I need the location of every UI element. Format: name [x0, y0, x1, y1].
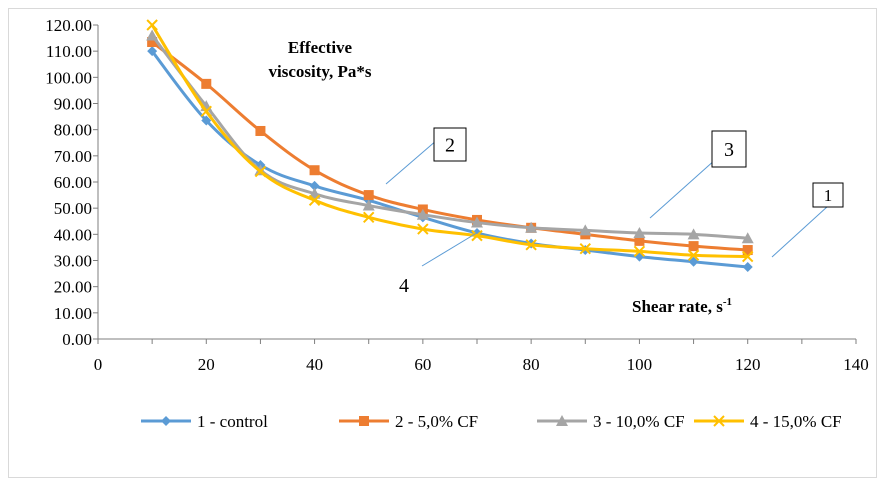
- legend-item-3: 3 - 10,0% CF: [537, 412, 685, 431]
- data-point: [363, 211, 375, 224]
- legend-swatch-marker: [359, 416, 369, 426]
- callout-leader-line: [649, 158, 717, 219]
- chart-title-line-1: Effective: [288, 38, 353, 57]
- data-point: [254, 165, 267, 178]
- x-tick-label: 80: [523, 355, 540, 374]
- data-point: [308, 194, 321, 207]
- legend-label: 1 - control: [197, 412, 268, 431]
- data-point: [255, 125, 266, 136]
- data-point: [687, 228, 700, 240]
- y-tick-label: 100.00: [45, 68, 92, 87]
- callout-box: [711, 130, 747, 168]
- y-tick-label: 30.00: [54, 252, 92, 271]
- y-tick-label: 80.00: [54, 121, 92, 140]
- x-axis-label-main: Shear rate, s: [632, 297, 723, 316]
- data-point: [741, 232, 754, 244]
- legend-layer: 1 - control 2 - 5,0% CF 3 - 10,0% CF 4 - 15…: [141, 412, 842, 431]
- data-point: [634, 235, 645, 246]
- legend-swatch-marker: [161, 416, 171, 426]
- data-point: [309, 180, 320, 191]
- data-point: [688, 256, 699, 267]
- annotation-layer: 1 2 3 4: [385, 127, 844, 297]
- y-tick-label: 0.00: [62, 330, 92, 349]
- data-point: [362, 199, 375, 211]
- y-tick-label: 90.00: [54, 95, 92, 114]
- data-point: [417, 223, 429, 235]
- callout-leader-line: [421, 230, 481, 267]
- data-point: [146, 29, 159, 41]
- x-tick-label: 100: [627, 355, 653, 374]
- legend-label: 4 - 15,0% CF: [750, 412, 842, 431]
- data-point: [525, 221, 538, 233]
- data-point: [146, 19, 158, 31]
- data-point: [200, 105, 212, 118]
- data-point: [742, 250, 754, 263]
- callout-1: 1: [771, 182, 844, 258]
- callout-label: 1: [824, 186, 833, 205]
- data-point: [416, 208, 429, 220]
- series-layer: [146, 19, 754, 273]
- callout-box: [812, 182, 844, 208]
- chart-frame: [8, 8, 877, 478]
- callout-3: 3: [649, 130, 747, 219]
- axes-layer: 0.00 10.00 20.00 30.00 40.00 50.00 60.00 70.00 8…: [45, 16, 869, 374]
- data-point: [309, 165, 320, 176]
- x-tick-label: 120: [735, 355, 761, 374]
- y-tick-label: 60.00: [54, 173, 92, 192]
- data-point: [579, 243, 591, 255]
- data-point: [147, 37, 158, 48]
- data-point: [147, 46, 158, 57]
- x-axis-label-superscript: -1: [723, 296, 732, 308]
- y-tick-label: 10.00: [54, 304, 92, 323]
- y-tick-label: 120.00: [45, 16, 92, 35]
- data-point: [742, 245, 753, 256]
- x-axis-label: Shear rate, s-1: [632, 296, 732, 316]
- data-point: [633, 245, 646, 258]
- data-point: [471, 229, 483, 242]
- legend-item-2: 2 - 5,0% CF: [339, 412, 478, 431]
- x-tick-label: 20: [198, 355, 215, 374]
- data-point: [634, 251, 645, 262]
- data-point: [688, 241, 699, 252]
- x-tick-label: 140: [843, 355, 869, 374]
- callout-4: 4: [399, 230, 481, 297]
- data-point: [687, 249, 700, 261]
- data-point: [525, 239, 537, 251]
- legend-label: 2 - 5,0% CF: [395, 412, 478, 431]
- data-point: [579, 224, 592, 236]
- data-point: [742, 262, 753, 273]
- callout-box: [433, 127, 467, 162]
- callout-label: 3: [724, 139, 734, 161]
- legend-item-1: 1 - control: [141, 412, 268, 431]
- y-tick-label: 50.00: [54, 199, 92, 218]
- x-tick-label: 0: [94, 355, 103, 374]
- data-point: [633, 227, 646, 239]
- chart-title-line-2: viscosity, Pa*s: [269, 62, 372, 81]
- data-point: [201, 78, 212, 89]
- legend-item-4: 4 - 15,0% CF: [694, 412, 842, 431]
- legend-swatch-marker: [556, 415, 568, 426]
- x-tick-label: 60: [414, 355, 431, 374]
- y-tick-label: 20.00: [54, 278, 92, 297]
- data-point: [201, 115, 212, 126]
- legend-label: 3 - 10,0% CF: [593, 412, 685, 431]
- callout-2: 2: [385, 127, 467, 185]
- data-point: [363, 190, 374, 201]
- x-tick-label: 40: [306, 355, 323, 374]
- callout-leader-line: [385, 139, 438, 185]
- callout-label: 4: [399, 275, 409, 297]
- y-tick-label: 70.00: [54, 147, 92, 166]
- series-4: [146, 19, 754, 263]
- y-tick-label: 110.00: [46, 42, 92, 61]
- callout-label: 2: [445, 135, 455, 157]
- legend-swatch-marker: [713, 415, 725, 427]
- data-point: [471, 216, 483, 228]
- y-tick-label: 40.00: [54, 225, 92, 244]
